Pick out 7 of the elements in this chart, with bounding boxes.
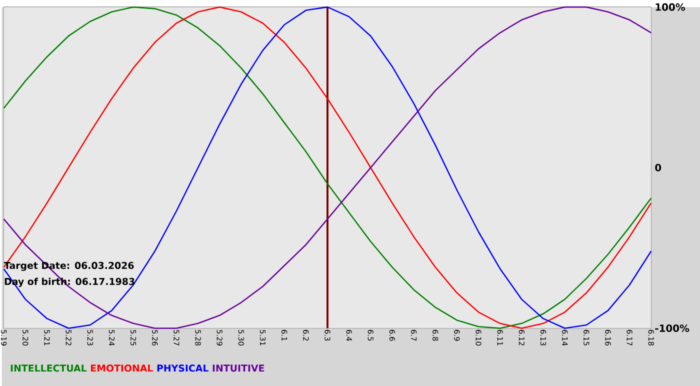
text: INTELLECTUAL — [10, 364, 87, 372]
y-tick-label: 100% — [656, 3, 686, 11]
text: INTUITIVE — [212, 364, 264, 372]
y-tick-label: 0 — [655, 164, 662, 172]
text: PHYSICAL — [157, 364, 208, 372]
text: EMOTIONAL — [91, 364, 153, 372]
y-tick-label: -100% — [655, 324, 690, 332]
